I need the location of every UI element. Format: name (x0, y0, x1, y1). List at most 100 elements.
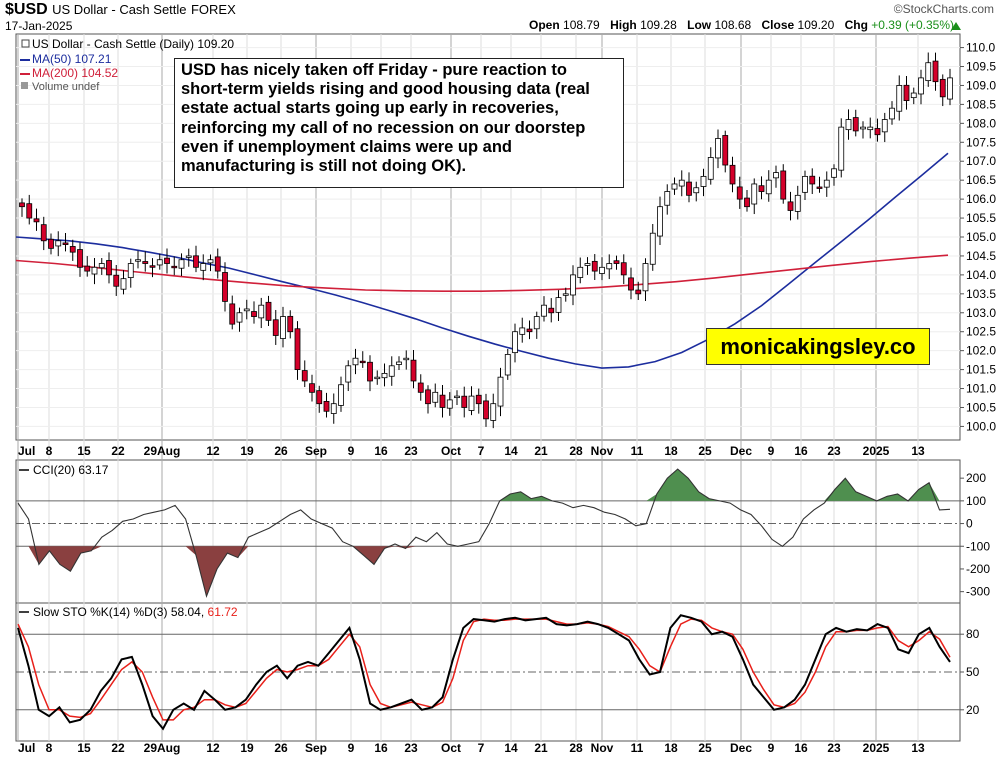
legend-ma50: MA(50) 107.21 (32, 52, 112, 66)
candle-body (388, 365, 395, 377)
candle-body (338, 384, 344, 406)
low-label: Low (687, 18, 712, 32)
x-axis-label: 11 (631, 444, 644, 458)
stockcharts-brand[interactable]: ©StockCharts.com (893, 2, 994, 16)
sto-k-line (17, 614, 951, 731)
candle-body (591, 260, 598, 272)
candle-body (548, 307, 555, 314)
candle-body (823, 179, 830, 188)
x-axis-label: 28 (569, 444, 583, 458)
candle-body (367, 361, 373, 382)
x-axis-label: 26 (274, 444, 288, 458)
legend-ma200: MA(200) 104.52 (32, 66, 118, 80)
high-label: High (610, 18, 637, 32)
x-axis-label: 16 (374, 444, 388, 458)
candle-body (468, 395, 475, 411)
candle-body (700, 175, 707, 187)
price-tick-label: 107.0 (966, 154, 996, 168)
cci-tick-label: -300 (966, 585, 990, 599)
candle-body (396, 361, 402, 365)
x-axis-label: 2025 (863, 741, 890, 755)
x-axis-label: Dec (730, 741, 752, 755)
sto-tick-label: 50 (966, 665, 980, 679)
cci-panel (16, 468, 960, 599)
legend-main: US Dollar - Cash Settle (Daily) 109.20 (32, 37, 234, 51)
x-axis-label: 14 (504, 741, 518, 755)
x-axis-label: Oct (441, 741, 461, 755)
candle-body (939, 78, 946, 98)
price-tick-label: 108.5 (966, 97, 996, 111)
candle-body (838, 126, 845, 171)
price-tick-label: 110.0 (966, 41, 995, 55)
candle-body (330, 403, 337, 414)
sto-legend: Slow STO %K(14) %D(3) 58.04, 61.72 (19, 605, 238, 619)
candle-body (751, 183, 758, 205)
ohlc-readout: Open 108.79 High 109.28 Low 108.68 Close… (529, 18, 954, 32)
low-value: 108.68 (714, 18, 752, 32)
x-axis-label: 9 (348, 444, 355, 458)
candle-body (693, 187, 700, 194)
x-axis-label: Nov (591, 741, 614, 755)
candle-body (142, 261, 149, 264)
open-label: Open (529, 18, 560, 32)
candle-body (178, 259, 185, 269)
sto-tick-label: 20 (966, 703, 980, 717)
x-axis-label: 13 (911, 444, 925, 458)
x-axis-label: 11 (631, 741, 644, 755)
candle-body (860, 126, 866, 130)
candle-body (287, 315, 294, 333)
candle-body (77, 249, 83, 268)
x-axis-label: 13 (911, 741, 925, 755)
candle-body (729, 164, 736, 185)
website-watermark[interactable]: monicakingsley.co (706, 328, 930, 365)
price-candles (19, 52, 953, 429)
price-tick-label: 103.5 (966, 287, 996, 301)
x-axis-label: 16 (374, 741, 388, 755)
candle-body (584, 263, 591, 266)
x-axis-label: 28 (569, 741, 583, 755)
candle-body (258, 304, 265, 319)
candle-body (120, 278, 127, 290)
close-value: 109.20 (797, 18, 835, 32)
x-axis-label: 12 (206, 444, 220, 458)
candle-body (113, 274, 120, 287)
candle-body (504, 354, 511, 376)
x-axis-label: 15 (77, 444, 91, 458)
candle-body (439, 394, 446, 408)
candle-body (40, 224, 47, 242)
stochastic-panel (16, 614, 960, 731)
ma200-line (15, 254, 949, 292)
candle-body (678, 179, 685, 187)
candle-body (185, 255, 192, 258)
candle-body (519, 327, 526, 335)
candle-body (323, 401, 330, 412)
candle-body (620, 262, 627, 276)
candle-body (475, 394, 482, 405)
price-tick-label: 106.0 (966, 192, 996, 206)
candle-body (831, 168, 837, 178)
x-axis-label: 21 (534, 741, 548, 755)
candle-legend-icon (21, 39, 30, 48)
x-axis-label: 21 (534, 444, 548, 458)
candle-body (881, 119, 888, 133)
candle-body (867, 126, 874, 131)
candle-body (345, 365, 352, 383)
candle-body (127, 263, 134, 278)
candle-body (562, 293, 569, 296)
candle-body (280, 316, 286, 339)
price-tick-label: 101.0 (966, 382, 996, 396)
candle-body (33, 218, 40, 223)
cci-tick-label: 100 (966, 494, 986, 508)
candle-body (664, 191, 671, 206)
chart-date: 17-Jan-2025 (5, 19, 73, 33)
candle-body (149, 265, 156, 268)
candle-body (69, 246, 76, 253)
price-tick-label: 106.5 (966, 173, 996, 187)
x-axis-label: 8 (46, 741, 53, 755)
candle-body (490, 403, 497, 421)
candle-body (483, 400, 489, 420)
moving-averages (15, 152, 949, 369)
price-tick-label: 105.0 (966, 230, 996, 244)
price-tick-label: 101.5 (966, 363, 996, 377)
high-value: 109.28 (640, 18, 677, 32)
